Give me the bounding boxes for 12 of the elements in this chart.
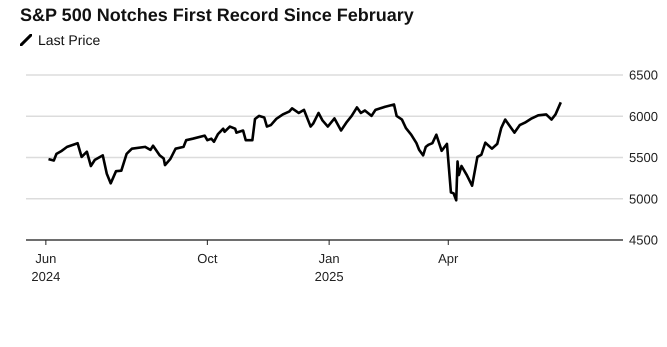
y-tick-label: 4500 [629, 232, 658, 248]
y-tick-label: 6000 [629, 108, 658, 124]
y-tick-label: 5000 [629, 191, 658, 206]
x-tick-label: Jun 2024 [31, 251, 60, 284]
chart-title: S&P 500 Notches First Record Since February [20, 5, 414, 26]
line-series [47, 101, 562, 202]
x-tick-label: Oct [197, 251, 218, 266]
x-tick-label: Jan 2025 [314, 251, 344, 284]
legend-label: Last Price [37, 32, 100, 48]
x-tick-label: Apr [438, 251, 460, 266]
y-tick-label: 6500 [629, 68, 658, 83]
y-tick-label: 5500 [629, 150, 658, 166]
